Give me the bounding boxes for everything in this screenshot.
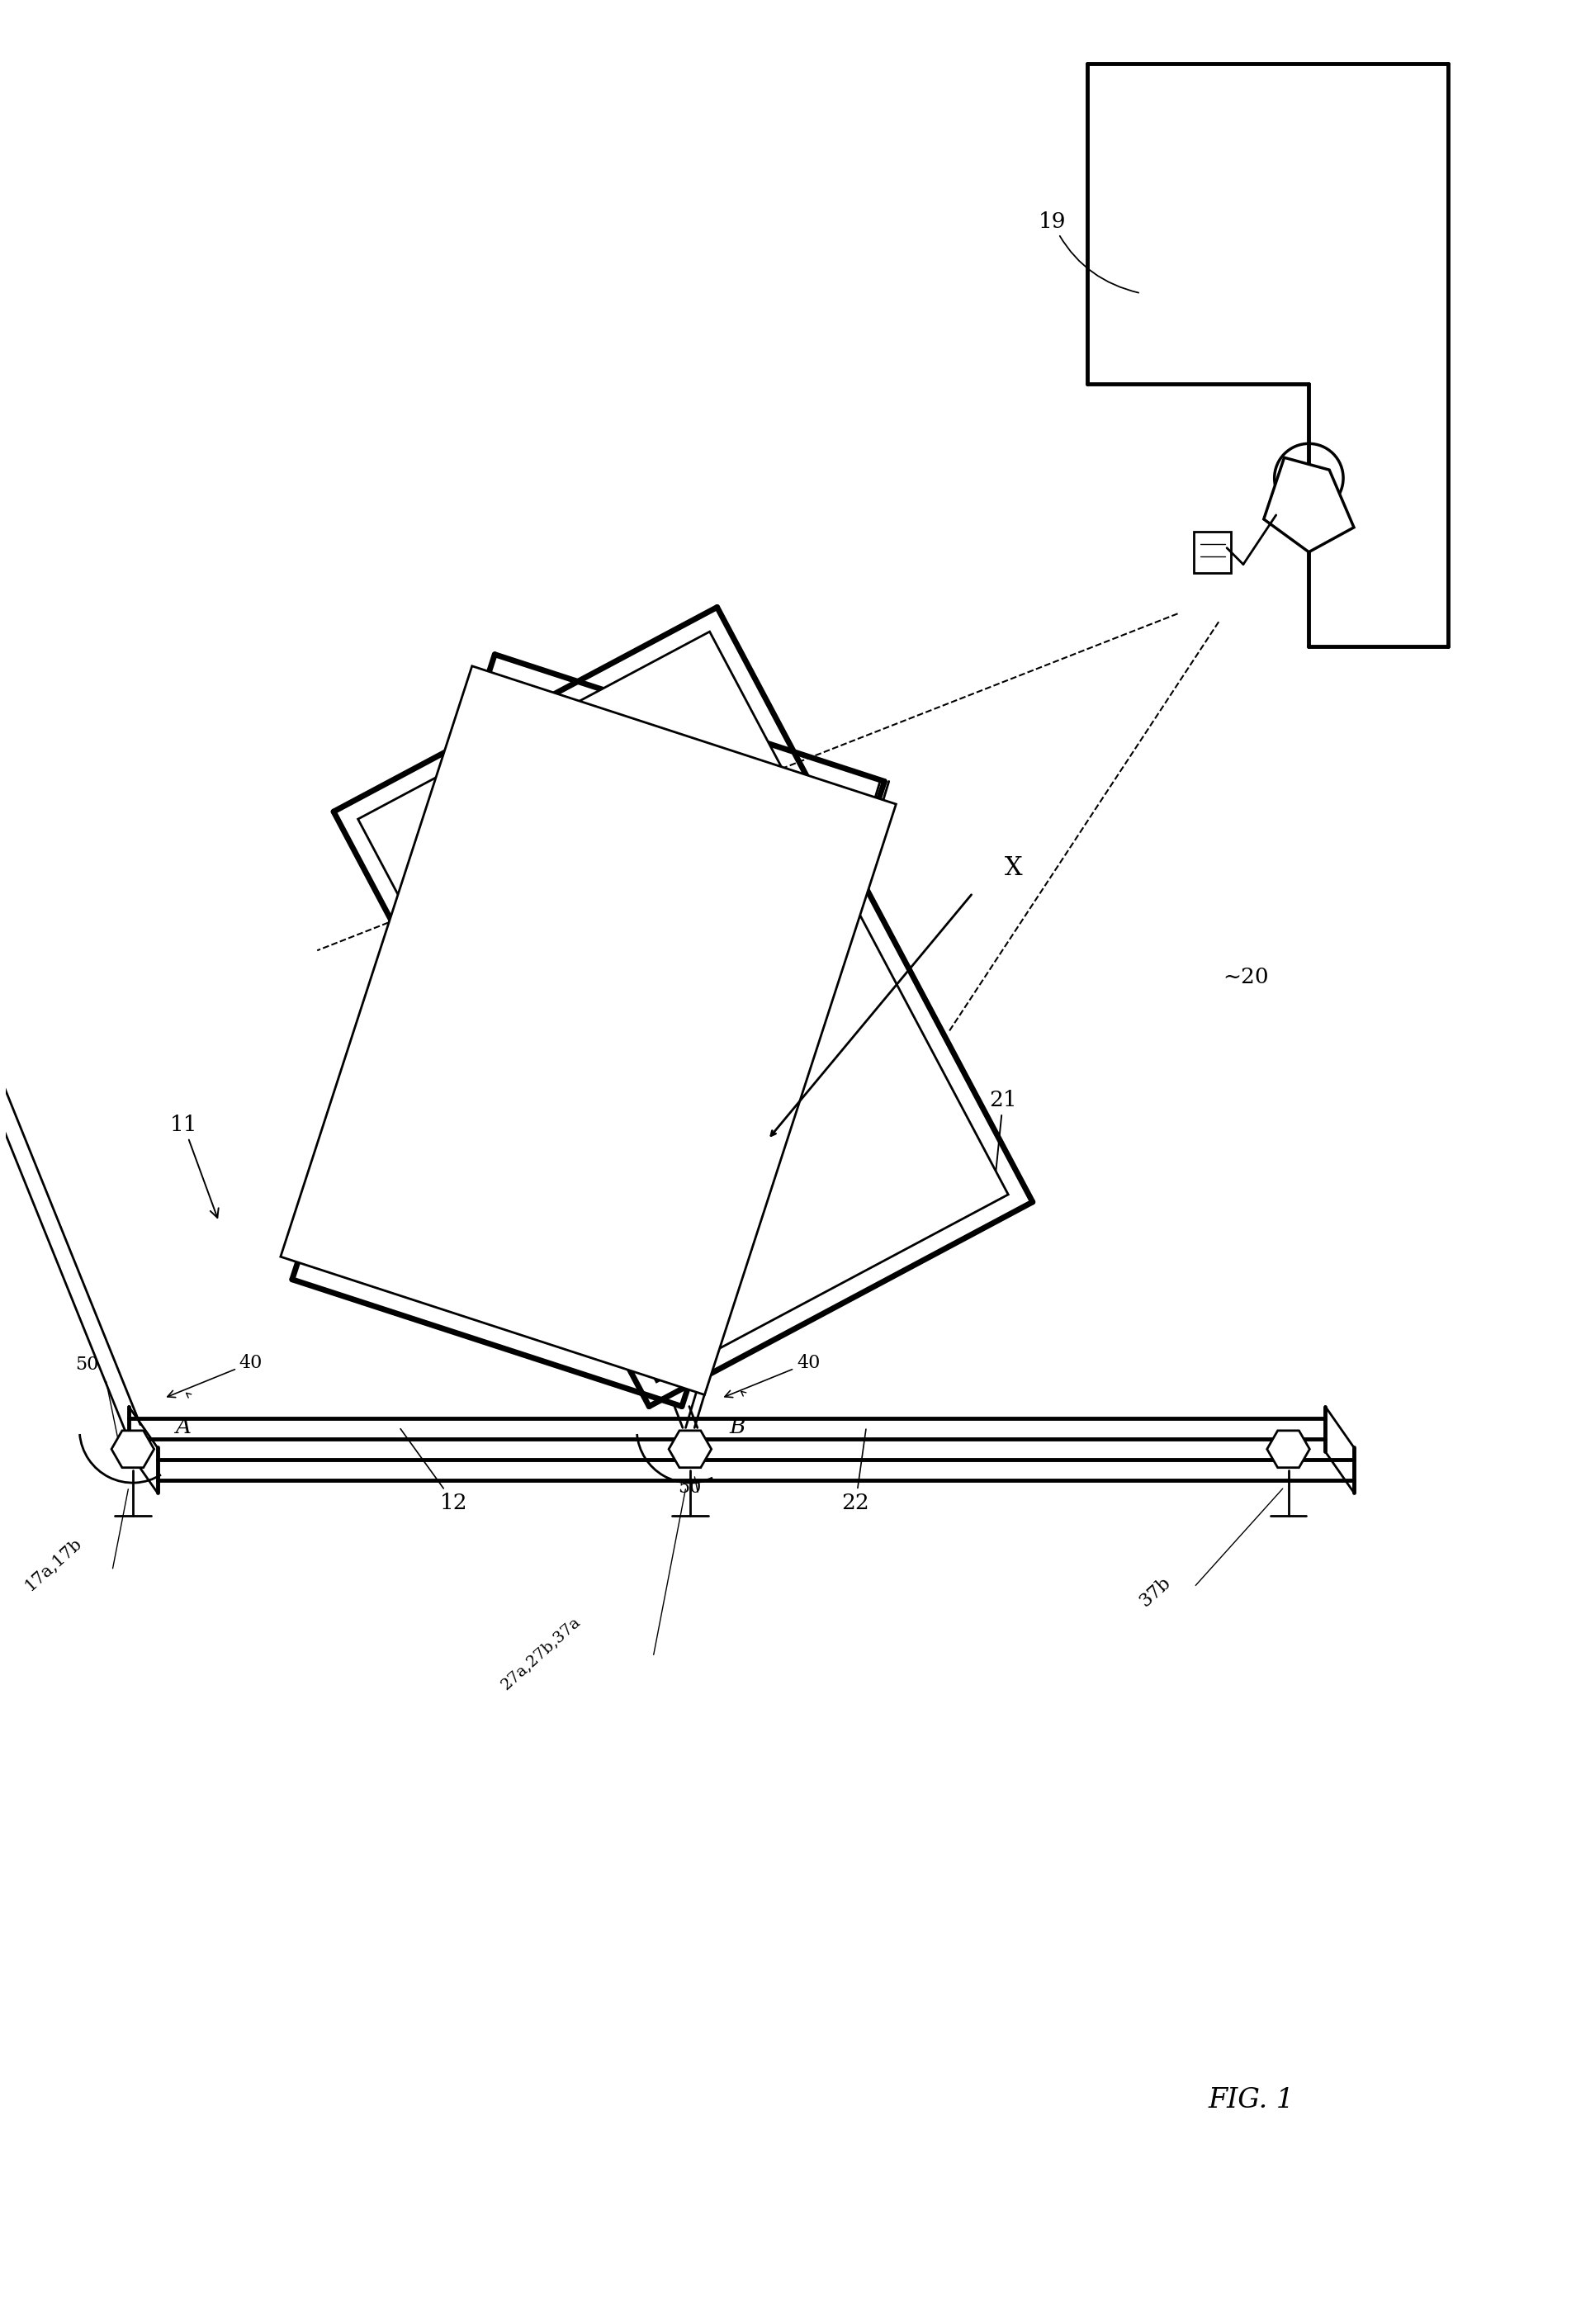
Text: B: B bbox=[730, 1418, 745, 1439]
Polygon shape bbox=[358, 632, 1009, 1383]
Polygon shape bbox=[292, 655, 884, 1406]
Text: 21: 21 bbox=[990, 1090, 1017, 1192]
Text: FIG. 1: FIG. 1 bbox=[1209, 2087, 1294, 2115]
Text: 10: 10 bbox=[375, 983, 454, 1071]
Polygon shape bbox=[281, 667, 897, 1394]
Text: 22: 22 bbox=[842, 1429, 870, 1513]
Text: 27a,27b,37a: 27a,27b,37a bbox=[498, 1613, 583, 1692]
Polygon shape bbox=[334, 607, 1032, 1406]
Text: 17a,17b: 17a,17b bbox=[22, 1534, 85, 1594]
Text: 18: 18 bbox=[465, 934, 520, 997]
Text: ~20: ~20 bbox=[1223, 967, 1269, 988]
Bar bbox=[1195, 532, 1231, 572]
Text: 50: 50 bbox=[76, 1355, 99, 1373]
Text: 40: 40 bbox=[167, 1355, 263, 1397]
Text: X: X bbox=[1005, 855, 1023, 881]
Text: A: A bbox=[175, 1418, 191, 1439]
Text: 37b: 37b bbox=[1136, 1573, 1174, 1611]
Polygon shape bbox=[1264, 458, 1354, 553]
Text: 50: 50 bbox=[678, 1478, 701, 1497]
Text: 40: 40 bbox=[725, 1355, 820, 1397]
Text: 19: 19 bbox=[1039, 211, 1138, 293]
Text: 11: 11 bbox=[170, 1116, 219, 1218]
Text: 12: 12 bbox=[400, 1429, 468, 1513]
